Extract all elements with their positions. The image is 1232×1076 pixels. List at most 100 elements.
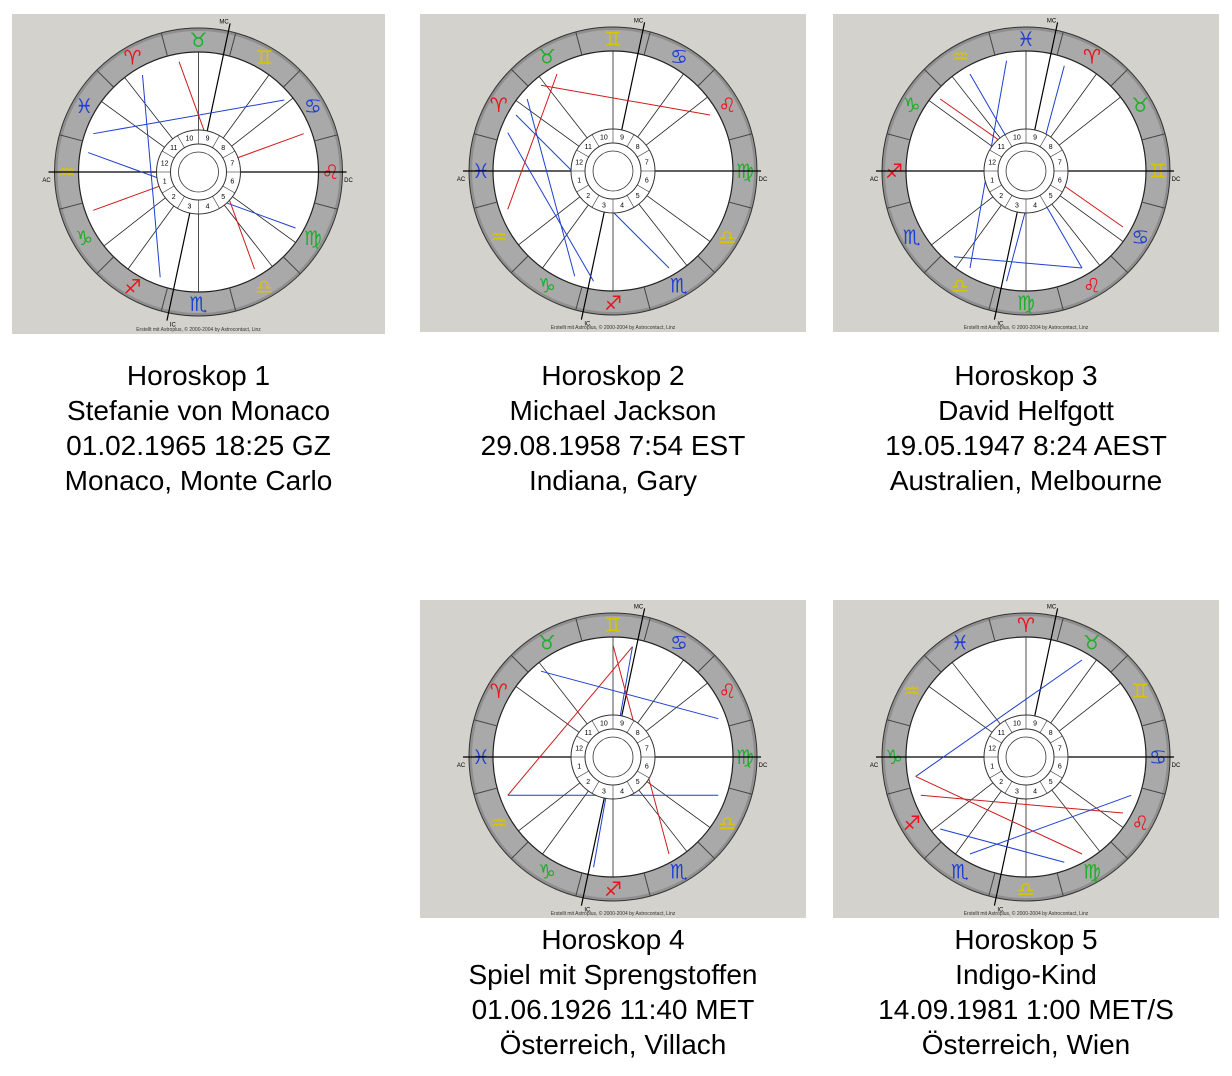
horoscope-title: Horoskop 5: [954, 924, 1098, 955]
house-number: 1: [163, 179, 167, 186]
sign-divider: [643, 31, 651, 56]
house-cusp-line: [931, 782, 994, 832]
zodiac-sign-icon: ♉: [190, 28, 208, 52]
house-cusp-line: [1058, 682, 1121, 732]
house-number: 3: [602, 202, 606, 209]
house-number-divider: [591, 720, 600, 733]
dc-label: DC: [1172, 177, 1181, 183]
ac-label: AC: [457, 763, 466, 769]
house-number-divider: [1039, 134, 1048, 147]
horoscope-3-caption: Horoskop 3 David Helfgott 19.05.1947 8:2…: [833, 358, 1219, 498]
house-cusp-line: [518, 196, 581, 246]
ic-label: IC: [997, 322, 1004, 328]
house-cusp-line: [637, 73, 684, 138]
house-number: 7: [230, 160, 234, 167]
ic-label: IC: [584, 322, 591, 328]
center-circle: [592, 736, 634, 778]
house-number: 7: [1058, 745, 1062, 752]
house-number-divider: [177, 196, 185, 209]
house-number-divider: [576, 735, 589, 744]
sign-divider: [886, 719, 911, 727]
house-number: 9: [620, 135, 624, 142]
house-number-divider: [626, 720, 635, 733]
house-number: 10: [186, 136, 194, 143]
house-number: 4: [206, 203, 210, 210]
house-cusp-line: [1058, 96, 1121, 146]
house-number: 12: [575, 745, 583, 752]
aspect-line: [142, 74, 161, 278]
house-number: 7: [1058, 159, 1062, 166]
house-number-divider: [591, 781, 600, 794]
house-number-divider: [1004, 720, 1013, 733]
house-number-divider: [989, 770, 1002, 779]
house-cusp-line: [638, 789, 688, 852]
sign-divider: [988, 286, 996, 311]
sign-divider: [923, 654, 942, 673]
center-circle: [1005, 736, 1047, 778]
house-number: 3: [1015, 788, 1019, 795]
birth-place: Monaco, Monte Carlo: [64, 465, 333, 496]
house-cusp-line: [542, 204, 589, 269]
zodiac-sign-icon: ♎: [718, 225, 736, 249]
zodiac-sign-icon: ♓: [75, 94, 93, 118]
zodiac-sign-icon: ♏: [670, 273, 688, 297]
sign-divider: [282, 69, 301, 88]
ic-label: IC: [997, 908, 1004, 914]
house-number: 4: [1033, 202, 1037, 209]
house-number-divider: [161, 185, 175, 194]
person-name: Stefanie von Monaco: [66, 395, 331, 426]
house-cusp-line: [103, 197, 166, 247]
house-cusp-line: [1050, 659, 1097, 724]
house-number: 8: [221, 145, 225, 152]
zodiac-sign-icon: ♒: [490, 225, 508, 249]
horoscope-4-caption: Horoskop 4 Spiel mit Sprengstoffen 01.06…: [420, 922, 806, 1062]
zodiac-sign-icon: ♉: [538, 45, 556, 69]
house-number: 5: [1049, 779, 1053, 786]
horoscope-title: Horoskop 4: [541, 924, 685, 955]
zodiac-sign-icon: ♑: [75, 226, 93, 250]
sign-divider: [473, 787, 498, 795]
person-name: Michael Jackson: [509, 395, 717, 426]
chart-footer: Erstellt mit Astroplus, © 2000-2004 by A…: [964, 324, 1089, 331]
zodiac-sign-icon: ♏: [670, 859, 688, 883]
aspect-line: [507, 646, 633, 796]
house-number: 5: [1049, 193, 1053, 200]
sign-divider: [1141, 133, 1166, 141]
house-number: 2: [999, 193, 1003, 200]
dc-label: DC: [1172, 763, 1181, 769]
house-number: 5: [636, 193, 640, 200]
house-number: 12: [988, 745, 996, 752]
house-number-divider: [576, 770, 589, 779]
zodiac-sign-icon: ♌: [718, 679, 736, 703]
house-number: 10: [1013, 135, 1021, 142]
house-number: 3: [602, 788, 606, 795]
house-cusp-line: [515, 686, 580, 733]
aspect-line: [953, 256, 1083, 269]
sign-divider: [1056, 286, 1064, 311]
mc-label: MC: [1047, 18, 1057, 24]
zodiac-sign-icon: ♍: [304, 226, 322, 250]
house-number-divider: [222, 185, 236, 194]
sign-divider: [510, 68, 529, 87]
house-number-divider: [1039, 781, 1048, 794]
sign-divider: [1141, 719, 1166, 727]
house-cusp-line: [518, 782, 581, 832]
zodiac-sign-icon: ♐: [903, 811, 921, 835]
house-number-divider: [1004, 195, 1013, 208]
zodiac-sign-icon: ♍: [1017, 291, 1035, 315]
house-number-divider: [1039, 195, 1048, 208]
aspect-line: [540, 670, 719, 720]
ac-label: AC: [870, 763, 879, 769]
house-number: 4: [1033, 788, 1037, 795]
house-number-divider: [576, 184, 589, 193]
horoscope-1-chart: ♒ ♓ ♈ ♉ ♊ ♋ ♌ ♍ ♎ ♏ ♐ ♑ AC DC MC IC 1 2 3 4 5 6 7 8 9 10 11 12 Erste…: [12, 14, 385, 334]
horoscope-2-chart: ♓ ♈ ♉ ♊ ♋ ♌ ♍ ♎ ♏ ♐ ♑ ♒ AC DC MC IC 1 2 3 4 5 6 7 8 9 10 11 12 Erste…: [420, 14, 806, 332]
ac-label: AC: [870, 177, 879, 183]
sign-divider: [1110, 654, 1129, 673]
sign-divider: [643, 617, 651, 642]
chart-footer: Erstellt mit Astroplus, © 2000-2004 by A…: [964, 910, 1089, 917]
sign-divider: [988, 872, 996, 897]
ac-label: AC: [457, 177, 466, 183]
horoscope-3-chart: ♐ ♑ ♒ ♓ ♈ ♉ ♊ ♋ ♌ ♍ ♎ ♏ AC DC MC IC 1 2 3 4 5 6 7 8 9 10 11 12 Erste…: [833, 14, 1219, 332]
